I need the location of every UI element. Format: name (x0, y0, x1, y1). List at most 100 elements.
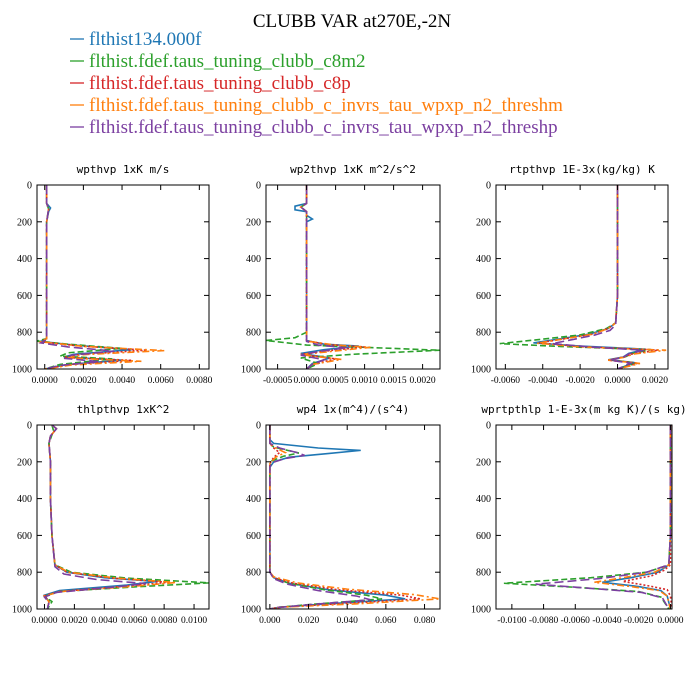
y-tick-label: 600 (476, 531, 491, 542)
panel-title: wp4 1x(m^4)/(s^4) (297, 403, 410, 416)
y-tick-label: 400 (246, 494, 261, 505)
chart-panel: rtpthvp 1E-3x(kg/kg) K02004006008001000-… (471, 163, 669, 386)
y-tick-label: 400 (476, 494, 491, 505)
series-line (38, 185, 115, 369)
panel-title: wp2thvp 1xK m^2/s^2 (290, 163, 416, 176)
x-tick-label: 0.0000 (604, 376, 630, 386)
y-tick-label: 0 (27, 421, 32, 432)
y-tick-label: 0 (486, 421, 491, 432)
legend-item: flthist.fdef.taus_tuning_clubb_c_invrs_t… (70, 117, 558, 138)
series-line (551, 185, 644, 369)
series-group (499, 185, 667, 369)
x-tick-label: 0.0000 (32, 376, 58, 386)
legend-label: flthist.fdef.taus_tuning_clubb_c8m2 (89, 51, 366, 72)
panel-title: thlpthvp 1xK^2 (77, 403, 170, 416)
series-group (269, 425, 440, 609)
y-tick-label: 800 (476, 568, 491, 579)
legend: flthist134.000fflthist.fdef.taus_tuning_… (70, 29, 563, 138)
y-tick-label: 600 (17, 291, 32, 302)
plot-frame (495, 424, 673, 610)
x-tick-label: 0.0100 (181, 616, 207, 626)
x-tick-label: 0.060 (375, 616, 397, 626)
y-tick-label: 200 (246, 457, 261, 468)
y-tick-label: 1000 (12, 365, 32, 376)
x-tick-label: -0.0020 (565, 376, 595, 386)
x-tick-label: 0.000 (259, 616, 281, 626)
x-tick-label: 0.0000 (31, 616, 57, 626)
panel-title: wpthvp 1xK m/s (77, 163, 170, 176)
y-tick-label: 400 (476, 254, 491, 265)
y-tick-label: 400 (17, 494, 32, 505)
y-tick-label: 800 (17, 568, 32, 579)
y-tick-label: 0 (27, 181, 32, 192)
y-tick-label: 1000 (471, 365, 491, 376)
panel-title: rtpthvp 1E-3x(kg/kg) K (509, 163, 655, 176)
legend-label: flthist.fdef.taus_tuning_clubb_c_invrs_t… (89, 117, 558, 138)
x-tick-label: 0.0040 (109, 376, 135, 386)
x-tick-label: 0.0080 (186, 376, 212, 386)
y-tick-label: 600 (246, 531, 261, 542)
series-line (499, 185, 652, 369)
x-tick-label: 0.0060 (121, 616, 147, 626)
series-line (594, 425, 672, 609)
x-tick-label: -0.0060 (561, 616, 591, 626)
y-tick-label: 0 (486, 181, 491, 192)
y-tick-label: 1000 (471, 605, 491, 616)
x-tick-label: -0.0005 (263, 376, 293, 386)
x-tick-label: -0.0040 (528, 376, 558, 386)
series-line (538, 185, 659, 369)
y-tick-label: 0 (256, 181, 261, 192)
series-line (299, 185, 371, 369)
legend-label: flthist134.000f (89, 29, 202, 50)
x-tick-label: -0.0040 (592, 616, 622, 626)
y-tick-label: 800 (246, 328, 261, 339)
series-line (503, 425, 672, 609)
x-tick-label: 0.0040 (91, 616, 117, 626)
x-tick-label: -0.0080 (529, 616, 559, 626)
series-line (269, 425, 421, 609)
y-tick-label: 1000 (241, 365, 261, 376)
x-tick-label: 0.0015 (381, 376, 407, 386)
legend-item: flthist.fdef.taus_tuning_clubb_c8p (70, 73, 351, 94)
series-group (503, 425, 672, 609)
plot-frame (265, 184, 441, 370)
chart-panel: wprtpthlp 1-E-3x(m kg K)/(s kg) 0 200 400 60… (471, 403, 687, 626)
y-tick-label: 1000 (12, 605, 32, 616)
series-line (537, 185, 667, 369)
y-tick-label: 200 (476, 217, 491, 228)
plot-frame (495, 184, 669, 370)
series-line (38, 185, 165, 369)
x-tick-label: 0.0060 (148, 376, 174, 386)
x-tick-label: -0.0100 (497, 616, 527, 626)
series-group (37, 185, 165, 369)
x-tick-label: 0.040 (337, 616, 359, 626)
x-tick-label: 0.0000 (294, 376, 320, 386)
legend-label: flthist.fdef.taus_tuning_clubb_c8p (89, 73, 351, 94)
y-tick-label: 800 (17, 328, 32, 339)
series-line (43, 425, 147, 609)
x-tick-label: 0.0020 (61, 616, 87, 626)
x-tick-label: -0.0020 (624, 616, 654, 626)
y-tick-label: 600 (476, 291, 491, 302)
series-line (535, 425, 672, 609)
y-tick-label: 200 (17, 457, 32, 468)
x-tick-label: 0.0020 (70, 376, 96, 386)
x-tick-label: 0.080 (414, 616, 436, 626)
series-line (266, 185, 440, 369)
series-line (37, 185, 132, 369)
series-line (294, 185, 359, 369)
y-tick-label: 400 (17, 254, 32, 265)
y-tick-label: 0 (256, 421, 261, 432)
series-line (269, 425, 406, 609)
chart-panel: wp2thvp 1xK m^2/s^2 0 200 400 600 800 1000-0.0… (241, 163, 441, 386)
x-tick-label: 0.0020 (642, 376, 668, 386)
legend-item: flthist.fdef.taus_tuning_clubb_c8m2 (70, 51, 366, 72)
plot-frame (265, 424, 441, 610)
series-line (299, 185, 348, 369)
y-tick-label: 200 (476, 457, 491, 468)
